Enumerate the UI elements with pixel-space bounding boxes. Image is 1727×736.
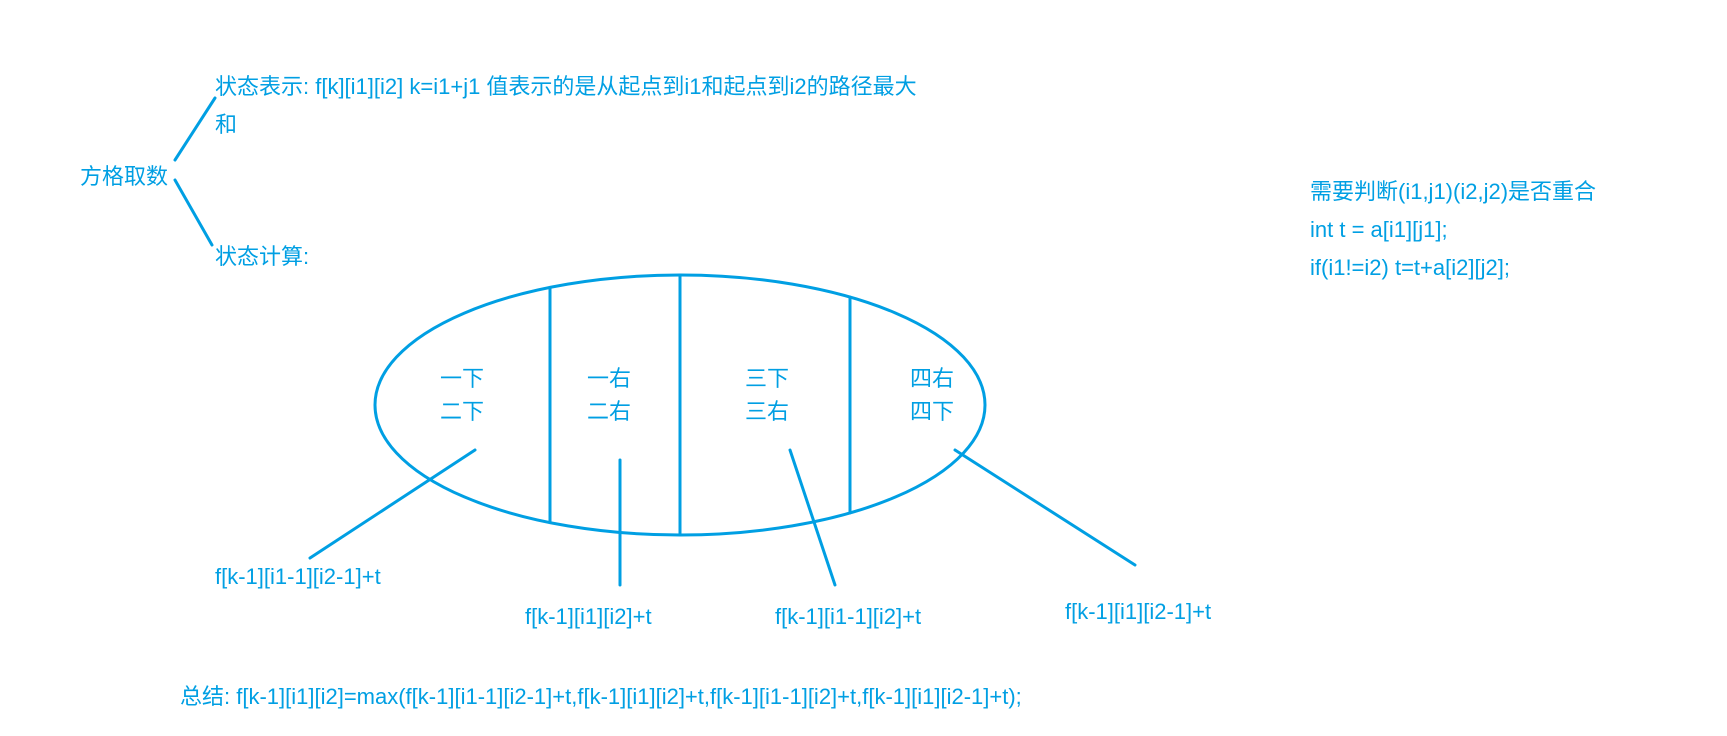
side-note-l2: int t = a[i1][j1]; (1310, 213, 1448, 246)
leaf-f1: f[k-1][i1-1][i2-1]+t (215, 560, 381, 593)
case1-top: 一下 (440, 362, 484, 395)
root-label: 方格取数 (80, 160, 168, 193)
case3-bot: 三右 (745, 395, 789, 428)
state-calc-label: 状态计算: (215, 240, 309, 273)
state-repr-line1: 状态表示: f[k][i1][i2] k=i1+j1 值表示的是从起点到i1和起… (215, 70, 917, 103)
side-note-l1: 需要判断(i1,j1)(i2,j2)是否重合 (1310, 175, 1596, 208)
case2-top: 一右 (587, 362, 631, 395)
leaf-f3: f[k-1][i1-1][i2]+t (775, 600, 921, 633)
case4-bot: 四下 (910, 395, 954, 428)
leaf-f2: f[k-1][i1][i2]+t (525, 600, 652, 633)
case2-bot: 二右 (587, 395, 631, 428)
case1-bot: 二下 (440, 395, 484, 428)
case4-top: 四右 (910, 362, 954, 395)
summary: 总结: f[k-1][i1][i2]=max(f[k-1][i1-1][i2-1… (180, 680, 1022, 713)
side-note-l3: if(i1!=i2) t=t+a[i2][j2]; (1310, 251, 1510, 284)
leaf-f4: f[k-1][i1][i2-1]+t (1065, 595, 1211, 628)
diagram-stage: 方格取数 状态表示: f[k][i1][i2] k=i1+j1 值表示的是从起点… (0, 0, 1727, 736)
case3-top: 三下 (745, 362, 789, 395)
state-repr-line2: 和 (215, 108, 237, 141)
